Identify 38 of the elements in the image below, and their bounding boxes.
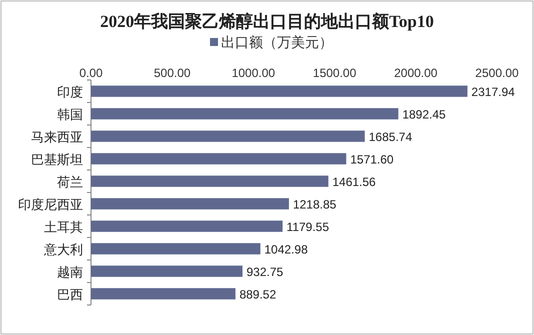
- data-label: 889.52: [239, 287, 276, 302]
- bar: [91, 220, 283, 232]
- data-label: 1571.60: [350, 152, 394, 166]
- y-tick-label: 印度: [57, 84, 83, 100]
- x-tick-label: 0.00: [79, 66, 103, 80]
- y-tick-label: 韩国: [57, 106, 83, 122]
- y-tick-label: 巴基斯坦: [31, 152, 83, 167]
- y-tick-label: 巴西: [57, 286, 83, 302]
- data-label: 2317.94: [471, 84, 516, 99]
- chart-title: 2020年我国聚乙烯醇出口目的地出口额Top10: [100, 12, 434, 31]
- data-label: 1218.85: [292, 197, 337, 212]
- bar: [91, 86, 468, 97]
- data-label: 1179.55: [286, 220, 330, 234]
- data-label: 1042.98: [264, 242, 308, 256]
- bar: [91, 198, 289, 210]
- legend-label: 出口额（万美元）: [221, 34, 333, 50]
- bar: [91, 243, 260, 254]
- y-tick-label: 意大利: [43, 242, 83, 257]
- y-tick-label: 土耳其: [44, 219, 83, 234]
- y-tick-label: 越南: [57, 264, 83, 280]
- x-tick-label: 2500.00: [475, 66, 520, 80]
- x-tick-label: 500.00: [154, 66, 191, 80]
- x-tick-label: 1500.00: [312, 66, 357, 80]
- bar: [91, 130, 365, 142]
- data-label: 932.75: [246, 264, 284, 279]
- bar: [91, 108, 398, 120]
- data-label: 1685.74: [368, 130, 412, 144]
- y-tick-label: 马来西亚: [31, 129, 83, 144]
- x-tick-label: 2000.00: [394, 66, 438, 80]
- y-tick-label: 荷兰: [57, 174, 83, 190]
- data-label: 1461.56: [332, 174, 376, 189]
- x-tick-label: 1000.00: [232, 66, 276, 80]
- bar: [91, 176, 328, 187]
- data-label: 1892.45: [402, 107, 446, 122]
- bar: [91, 266, 242, 277]
- y-tick-label: 印度尼西亚: [18, 196, 83, 212]
- bar: [91, 288, 236, 300]
- bar: [91, 153, 346, 164]
